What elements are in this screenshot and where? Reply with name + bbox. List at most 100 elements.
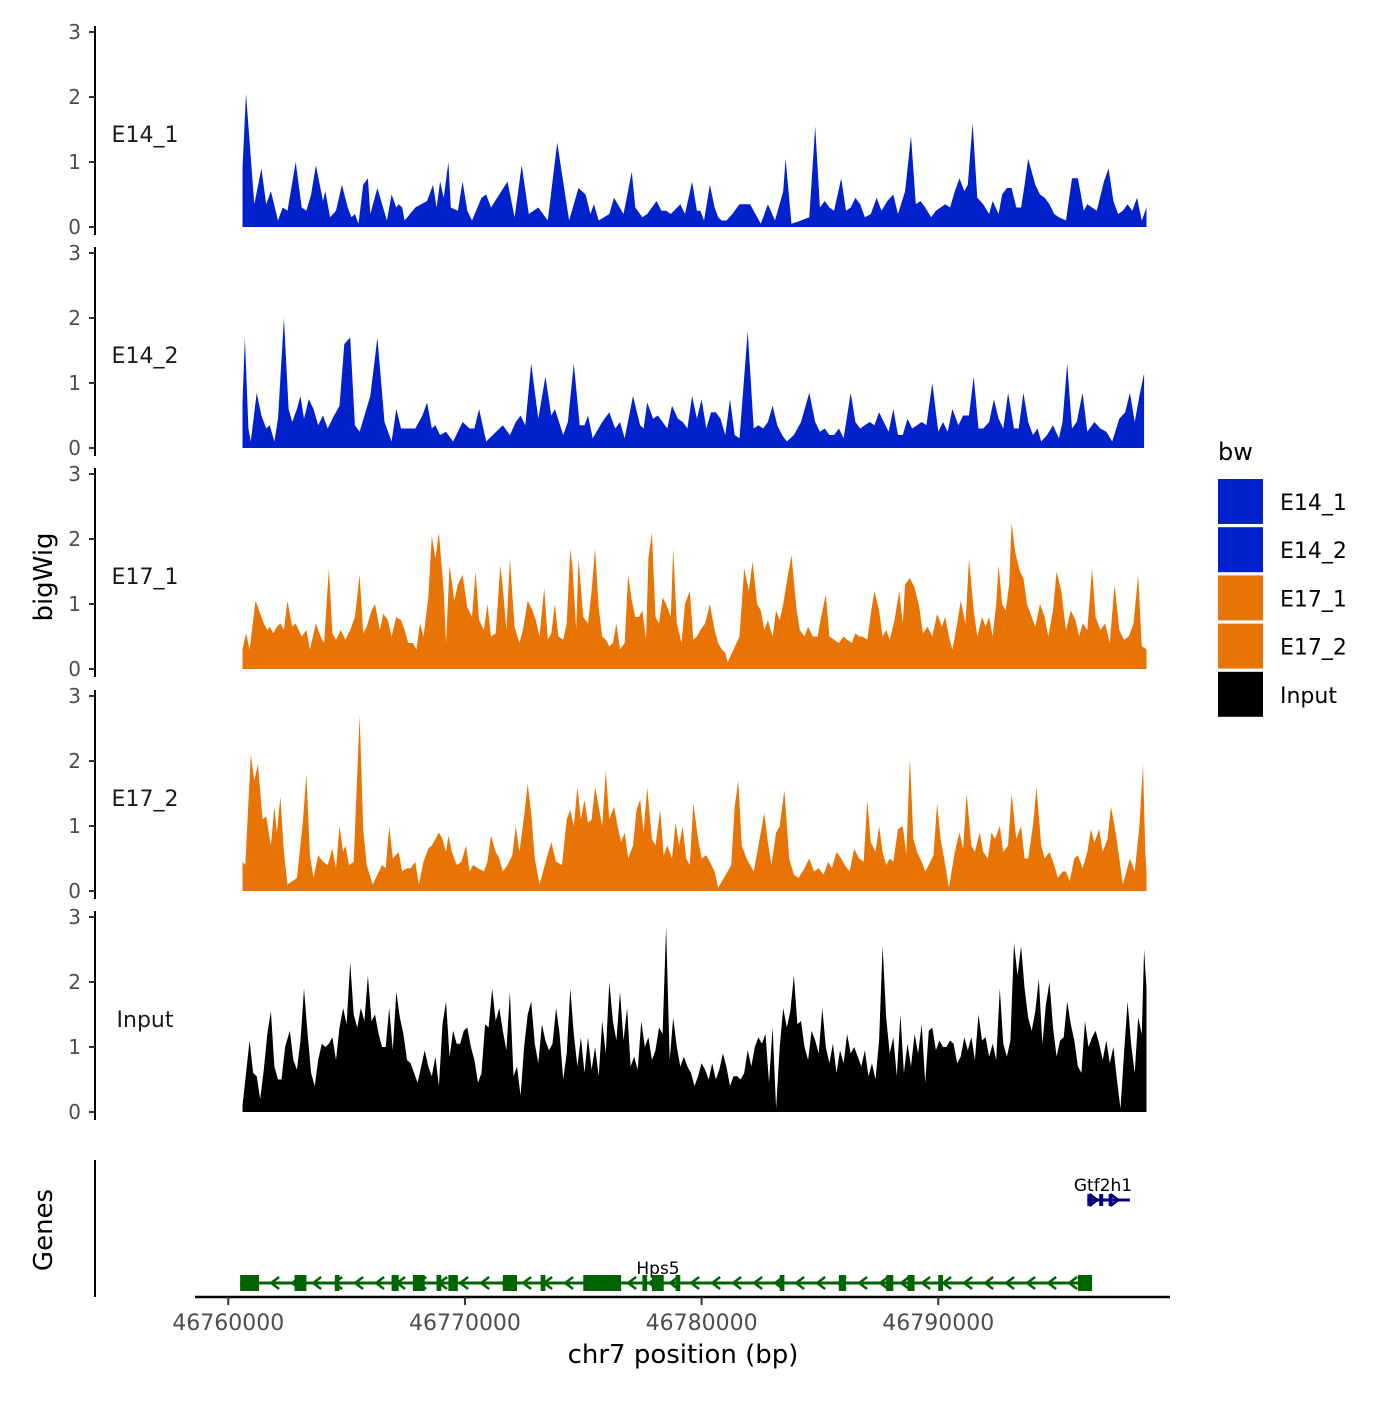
- strand-arrow: [815, 1276, 826, 1290]
- coverage-area: [242, 926, 1147, 1112]
- strand-arrow: [479, 1276, 490, 1290]
- strand-arrow: [983, 1276, 994, 1290]
- y-axis-title: bigWig: [29, 532, 59, 621]
- y-tick-label: 1: [68, 1035, 81, 1059]
- exon-block: [1099, 1194, 1104, 1206]
- strand-arrow: [710, 1276, 721, 1290]
- legend-label: E17_1: [1280, 587, 1347, 612]
- exon-block: [502, 1275, 518, 1291]
- strand-arrow: [521, 1276, 532, 1290]
- legend-item-e17-2: E17_2: [1218, 623, 1347, 669]
- track-label: Input: [117, 1008, 174, 1033]
- y-tick-label: 3: [68, 462, 81, 486]
- y-tick-label: 1: [68, 150, 81, 174]
- genes-axis-title: Genes: [29, 1189, 59, 1271]
- exon-block: [540, 1275, 546, 1291]
- legend-label: Input: [1280, 684, 1337, 709]
- strand-arrow: [899, 1276, 910, 1290]
- y-tick-label: 0: [68, 215, 81, 239]
- track-e17-2: 0 1 2 3 E17_2: [68, 684, 1147, 903]
- track-label: E14_2: [112, 344, 179, 369]
- exon-block: [838, 1275, 846, 1291]
- legend-swatch: [1218, 575, 1263, 621]
- y-tick-label: 3: [68, 905, 81, 929]
- track-label: E14_1: [112, 123, 179, 148]
- track-label: E17_1: [112, 565, 179, 590]
- exon-block: [642, 1275, 648, 1291]
- legend-swatch: [1218, 479, 1263, 524]
- legend-swatch: [1218, 671, 1263, 717]
- strand-arrow: [752, 1276, 763, 1290]
- strand-arrow: [353, 1276, 364, 1290]
- strand-arrow: [962, 1276, 973, 1290]
- legend-title: bw: [1218, 438, 1253, 466]
- legend-swatch: [1218, 623, 1263, 669]
- track-input: 0 1 2 3 Input: [68, 905, 1147, 1124]
- x-tick-label: 46790000: [882, 1311, 994, 1336]
- legend-item-e17-1: E17_1: [1218, 575, 1347, 621]
- strand-arrow: [878, 1276, 889, 1290]
- exon-block: [412, 1275, 425, 1291]
- strand-arrow: [458, 1276, 469, 1290]
- exon-block: [391, 1275, 399, 1291]
- strand-arrow: [920, 1276, 931, 1290]
- strand-arrow: [1004, 1276, 1015, 1290]
- gene-gtf2h1: Gtf2h1: [1074, 1176, 1132, 1207]
- y-tick-label: 0: [68, 1100, 81, 1124]
- strand-arrow: [311, 1276, 322, 1290]
- track-e14-2: 0 1 2 3 E14_2: [68, 241, 1145, 460]
- strand-arrow: [1067, 1276, 1078, 1290]
- legend-item-e14-2: E14_2: [1218, 527, 1347, 573]
- gene-name-label: Hps5: [636, 1259, 679, 1279]
- exon-block: [907, 1275, 915, 1291]
- exon-block: [334, 1275, 340, 1291]
- strand-arrow: [857, 1276, 868, 1290]
- legend-item-e14-1: E14_1: [1218, 479, 1347, 524]
- strand-arrow: [374, 1276, 385, 1290]
- gene-name-label: Gtf2h1: [1074, 1176, 1132, 1196]
- coverage-area: [242, 318, 1145, 448]
- legend-swatch: [1218, 527, 1263, 573]
- genes-layer: Hps5 Gtf2h1: [94, 1160, 1132, 1297]
- coverage-area: [242, 93, 1147, 227]
- exon-block: [938, 1275, 943, 1291]
- strand-arrow: [269, 1276, 280, 1290]
- y-tick-label: 3: [68, 684, 81, 708]
- coverage-area: [242, 715, 1147, 891]
- legend-label: E17_2: [1280, 636, 1347, 661]
- track-e14-1: 0 1 2 3 E14_1: [68, 20, 1147, 239]
- x-tick-label: 46760000: [172, 1311, 284, 1336]
- strand-arrow: [668, 1276, 679, 1290]
- exon-block: [583, 1275, 622, 1291]
- strand-arrow: [731, 1276, 742, 1290]
- y-tick-label: 2: [68, 85, 81, 109]
- exon-block: [651, 1275, 664, 1291]
- x-axis: 46760000 46770000 46780000 46790000: [172, 1295, 1170, 1336]
- exon-block: [675, 1275, 681, 1291]
- strand-arrow: [1109, 1193, 1121, 1207]
- y-tick-label: 1: [68, 371, 81, 395]
- y-tick-label: 3: [68, 241, 81, 265]
- strand-arrow: [794, 1276, 805, 1290]
- exon-block: [779, 1275, 785, 1291]
- y-tick-label: 1: [68, 814, 81, 838]
- y-tick-label: 0: [68, 436, 81, 460]
- gene-hps5: Hps5: [240, 1259, 1093, 1291]
- legend-item-input: Input: [1218, 671, 1337, 717]
- strand-arrow: [1025, 1276, 1036, 1290]
- y-tick-label: 2: [68, 527, 81, 551]
- y-tick-label: 2: [68, 306, 81, 330]
- x-tick-label: 46770000: [409, 1311, 521, 1336]
- exon-block: [1108, 1194, 1113, 1206]
- strand-arrow: [941, 1276, 952, 1290]
- exon-block: [1087, 1194, 1093, 1206]
- exon-block: [448, 1275, 458, 1291]
- y-tick-label: 0: [68, 657, 81, 681]
- y-tick-label: 1: [68, 592, 81, 616]
- x-axis-title: chr7 position (bp): [568, 1340, 799, 1370]
- strand-arrow: [563, 1276, 574, 1290]
- exon-block: [240, 1275, 260, 1291]
- exon-block: [886, 1275, 894, 1291]
- legend-label: E14_2: [1280, 539, 1347, 564]
- track-e17-1: 0 1 2 3 E17_1: [68, 462, 1147, 681]
